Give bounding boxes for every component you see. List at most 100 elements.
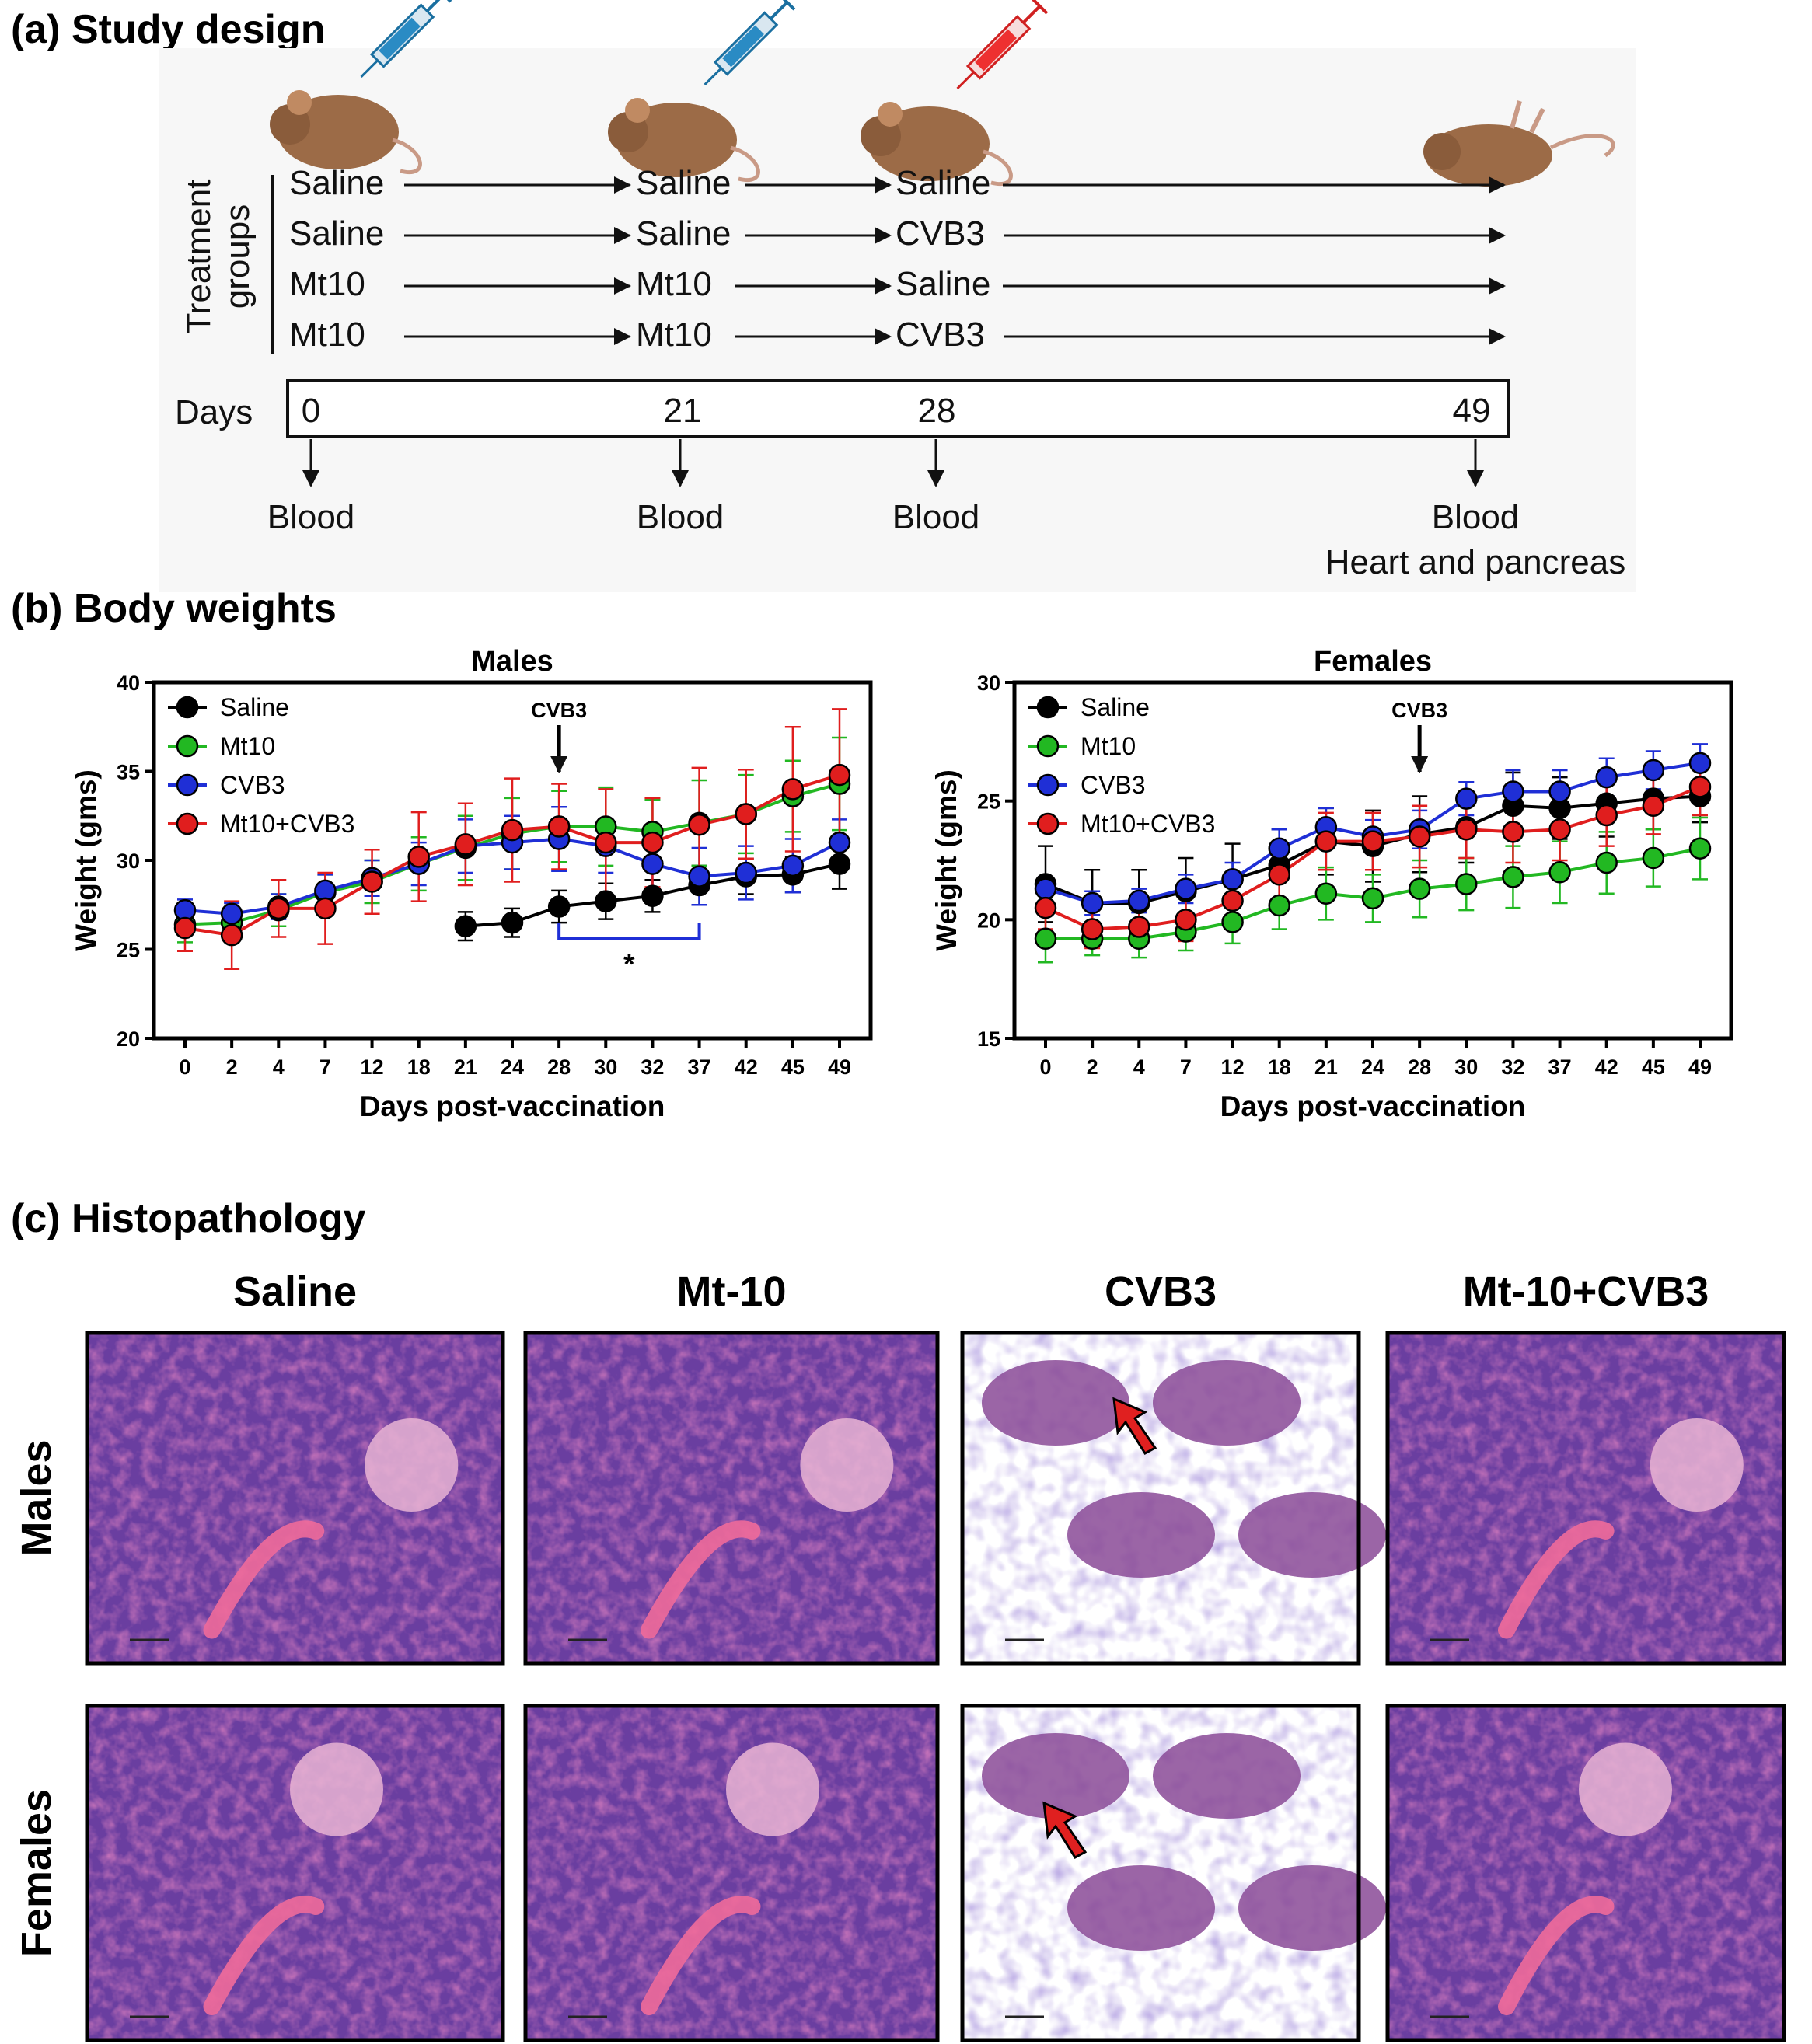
image-frame: [523, 1331, 940, 1666]
group-label: Mt10: [636, 265, 712, 303]
x-tick-label: 42: [735, 1055, 758, 1079]
row-title: Females: [13, 1789, 60, 1957]
x-tick-label: 21: [1314, 1055, 1338, 1079]
data-point: [1548, 861, 1571, 884]
data-point: [828, 763, 851, 787]
column-title: Mt-10: [676, 1268, 786, 1315]
blood-vessel: [203, 1896, 325, 2015]
data-point: [1128, 916, 1150, 938]
data-point: [1268, 837, 1290, 860]
data-point: [1034, 896, 1057, 919]
sample-label: Blood: [892, 498, 980, 536]
x-tick-label: 12: [361, 1055, 384, 1079]
image-frame: [85, 1331, 505, 1666]
mouse-icon: [608, 98, 760, 183]
blood-vessel: [641, 1896, 761, 2015]
legend-marker: [176, 812, 199, 835]
chart-title: Males: [471, 645, 553, 678]
pancreatic-lobule: [1067, 1865, 1215, 1951]
lesion-arrow-icon: [1112, 1397, 1157, 1455]
data-point: [1642, 759, 1665, 782]
data-point: [1034, 927, 1057, 950]
x-tick-label: 24: [1361, 1055, 1384, 1079]
panel-b-title: (b) Body weights: [11, 586, 337, 631]
panel-c-title: (c) Histopathology: [11, 1196, 366, 1241]
group-label: CVB3: [896, 316, 985, 354]
data-point: [1502, 866, 1524, 888]
data-point: [1361, 887, 1384, 910]
group-label: Mt10: [289, 265, 365, 303]
y-tick-label: 25: [977, 790, 1000, 814]
legend-marker: [1036, 773, 1060, 797]
y-tick-label: 25: [117, 939, 140, 962]
days-timeline-box: [286, 379, 1510, 438]
legend-label: Mt10: [1081, 732, 1136, 760]
legend-marker: [1036, 812, 1060, 835]
histopathology-grid: Saline Mt-10 CVB3 Mt-10+CVB3 Males Females: [13, 1268, 1786, 2042]
y-tick-label: 35: [117, 761, 140, 784]
x-tick-label: 45: [781, 1055, 805, 1079]
image-frame: [523, 1704, 940, 2042]
day-label: 49: [1453, 392, 1491, 430]
data-point: [220, 923, 243, 947]
data-point: [1081, 891, 1104, 915]
x-axis-label: Days post-vaccination: [360, 1090, 665, 1122]
image-frame: [1385, 1704, 1786, 2042]
data-point: [781, 778, 805, 801]
islet: [365, 1418, 459, 1512]
data-point: [1688, 752, 1712, 775]
data-point: [454, 833, 477, 856]
blood-vessel: [1498, 1896, 1615, 2015]
mouse-icon: [861, 102, 1013, 187]
data-point: [547, 895, 571, 918]
data-point: [361, 870, 383, 893]
x-tick-label: 30: [1454, 1055, 1478, 1079]
column-title: Saline: [233, 1268, 357, 1315]
pancreatic-lobule: [1067, 1492, 1215, 1578]
data-point: [1688, 837, 1712, 860]
data-point: [688, 813, 710, 836]
chart-title: Females: [1314, 645, 1432, 678]
data-point: [267, 897, 290, 920]
data-point: [1314, 882, 1338, 905]
data-point: [407, 846, 430, 868]
data-point: [1502, 780, 1524, 803]
day-label: 0: [302, 392, 320, 430]
x-tick-label: 4: [1133, 1055, 1145, 1079]
days-label: Days: [175, 393, 253, 431]
data-point: [1688, 776, 1712, 798]
group-label: Saline: [896, 164, 990, 202]
data-point: [1221, 911, 1244, 933]
column-title: Mt-10+CVB3: [1463, 1268, 1709, 1315]
data-point: [1642, 794, 1665, 818]
legend-marker: [1036, 734, 1060, 758]
x-tick-label: 32: [641, 1055, 664, 1079]
y-tick-label: 30: [977, 671, 1000, 695]
data-point: [1408, 877, 1431, 900]
x-tick-label: 49: [828, 1055, 851, 1079]
y-tick-label: 20: [977, 909, 1000, 932]
syringe-icon: [704, 0, 796, 86]
tissue-texture: [87, 1706, 503, 2040]
data-point: [595, 831, 617, 854]
data-point: [641, 853, 664, 875]
x-tick-label: 42: [1595, 1055, 1618, 1079]
x-tick-label: 0: [179, 1055, 190, 1079]
group-label: Saline: [896, 265, 990, 303]
data-point: [1221, 868, 1244, 891]
pancreatic-lobule: [1238, 1492, 1386, 1578]
image-frame: [960, 1331, 1361, 1666]
x-tick-label: 21: [454, 1055, 477, 1079]
group-label: Saline: [289, 164, 384, 202]
column-title: CVB3: [1105, 1268, 1217, 1315]
x-tick-label: 18: [407, 1055, 431, 1079]
x-axis-label: Days post-vaccination: [1220, 1090, 1526, 1122]
side-label-line2: groups: [218, 204, 257, 309]
legend-marker: [176, 773, 199, 797]
data-point: [547, 815, 571, 838]
x-tick-label: 4: [273, 1055, 285, 1079]
data-point: [1642, 846, 1665, 870]
data-point: [454, 915, 477, 937]
